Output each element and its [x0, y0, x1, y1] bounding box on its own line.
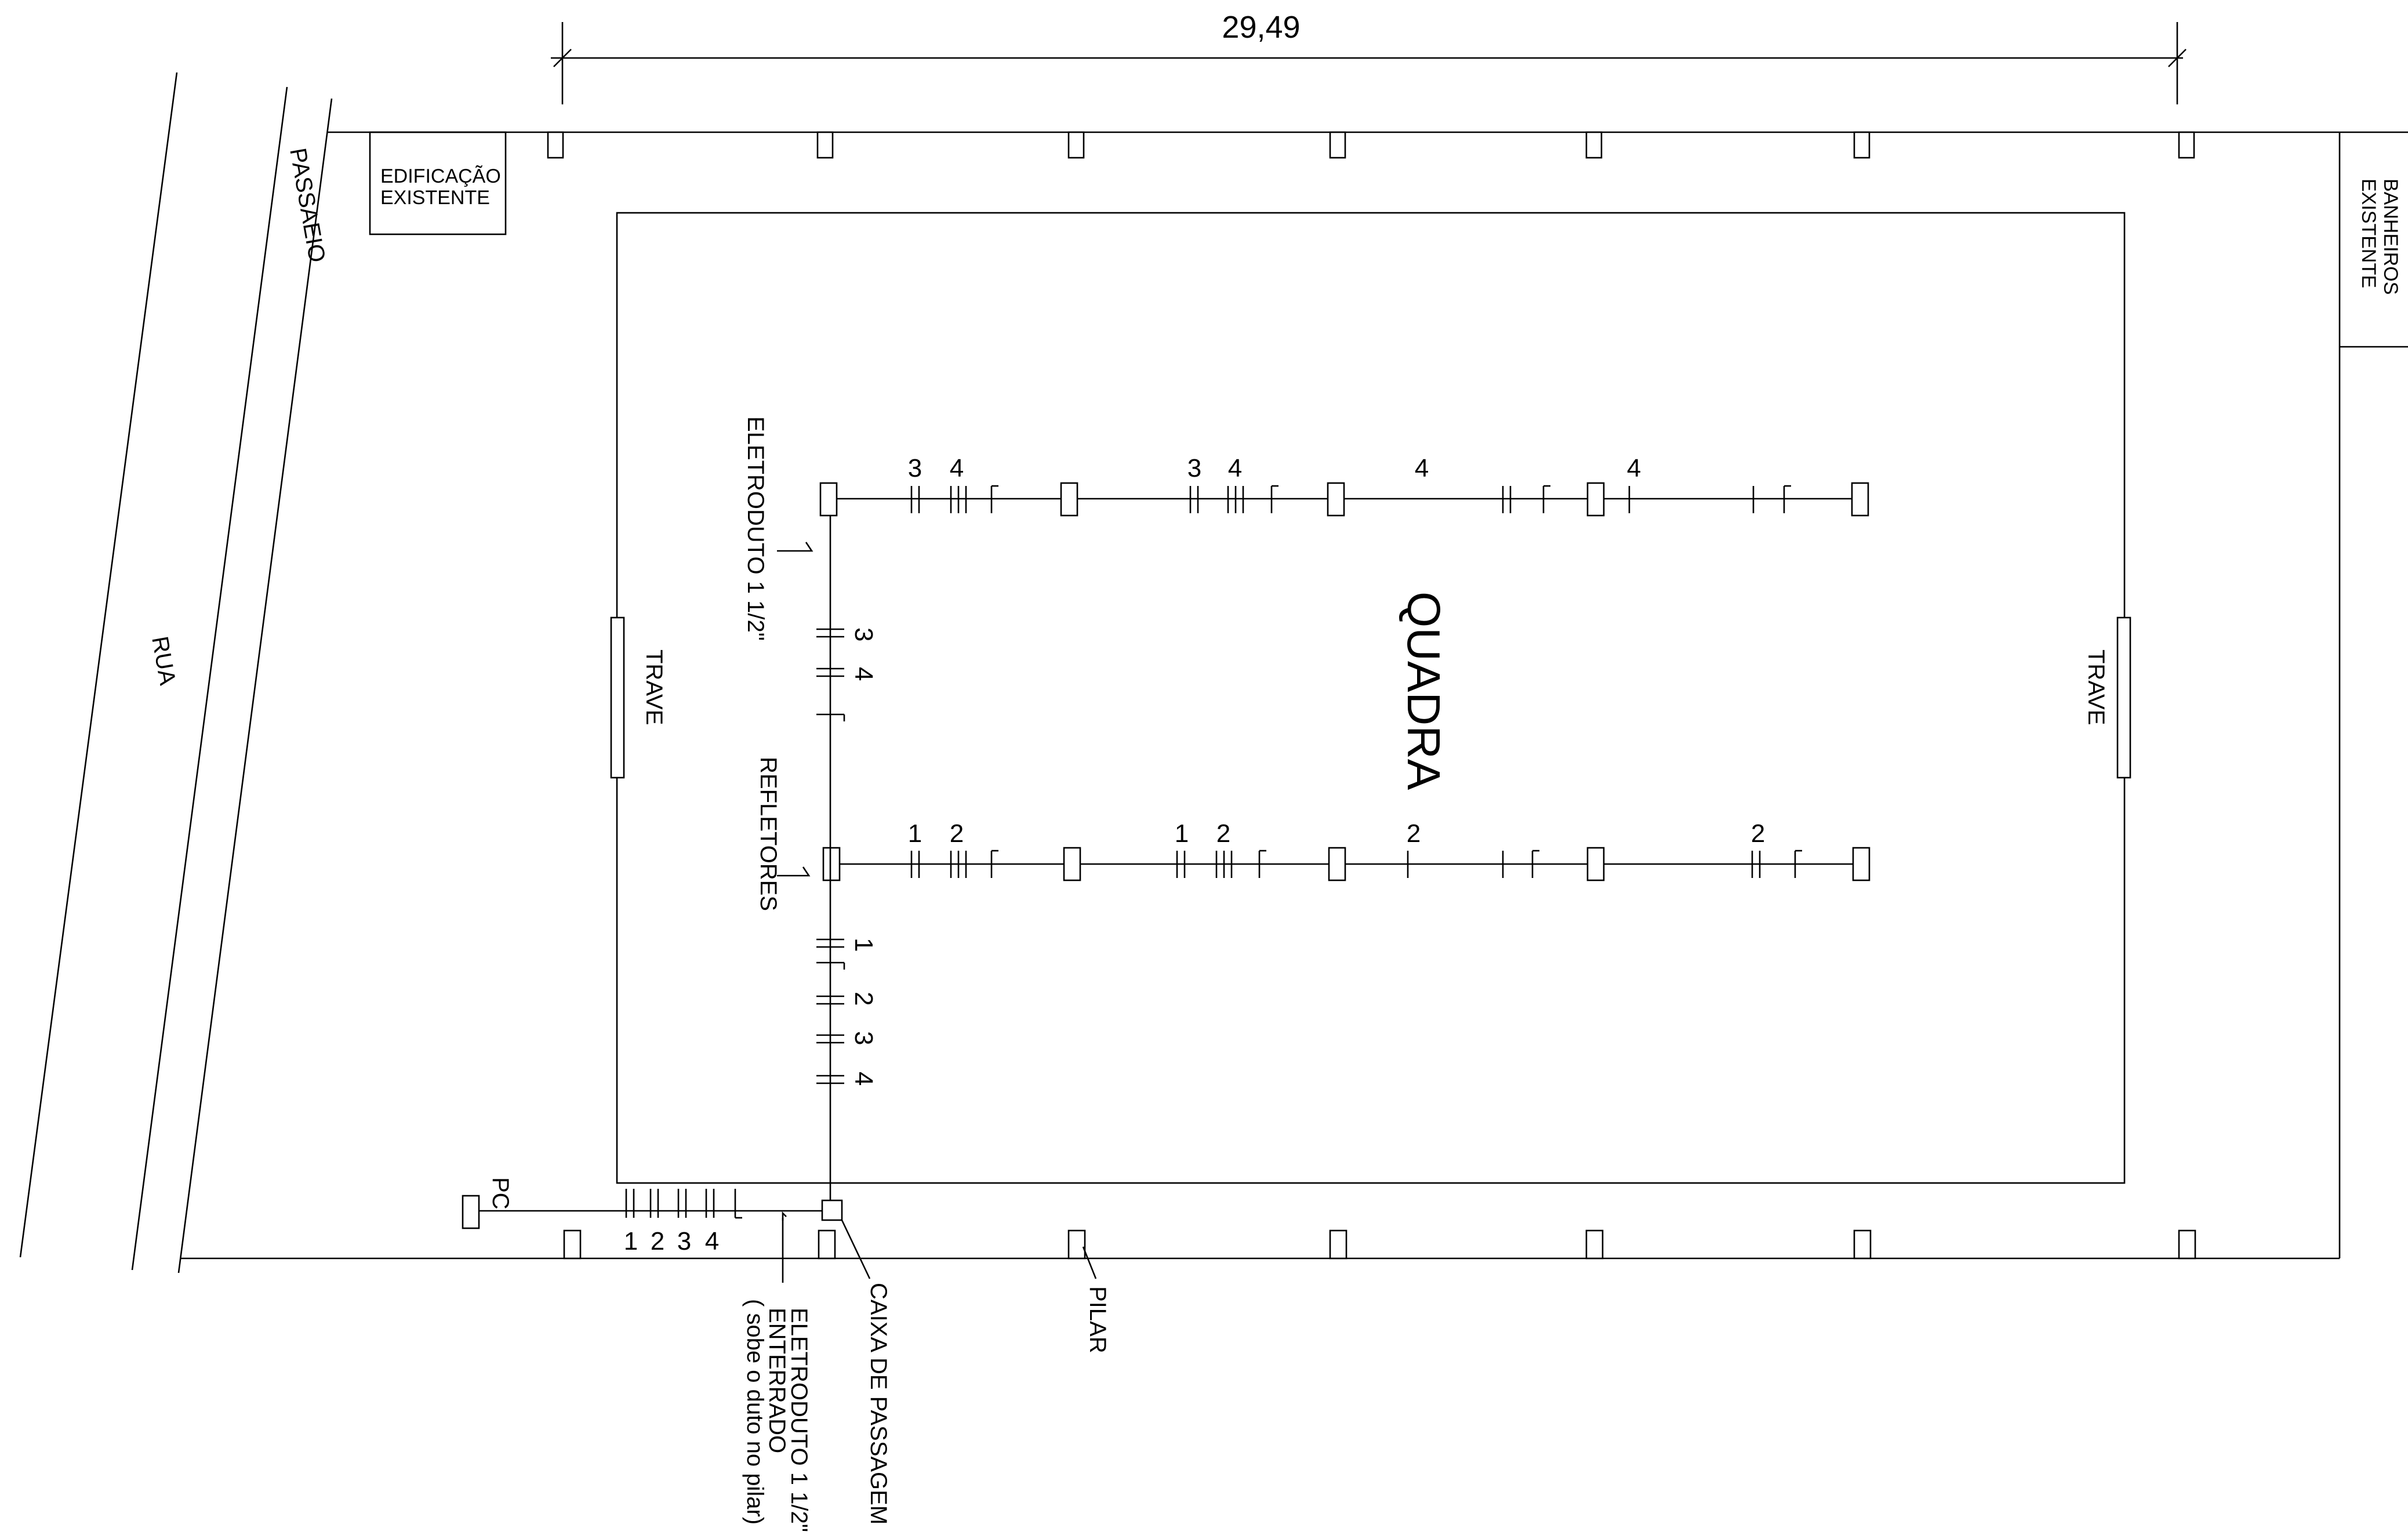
circuit-label: 2: [1216, 819, 1230, 848]
circuit-label: 2: [1751, 819, 1765, 848]
lighting-line-bottom: [822, 847, 1871, 881]
trave-left-label: TRAVE: [641, 649, 667, 725]
feed-line: [462, 1189, 843, 1229]
circuit-label: 1: [624, 1227, 638, 1255]
banheiros-label-1: BANHEIROS: [2380, 179, 2402, 295]
eletroduto-lower-label-2: ENTERRADO: [764, 1308, 790, 1453]
circuit-labels-bottom: 1 2 1 2 2 2: [908, 819, 1765, 848]
vertical-conduit: [777, 516, 845, 1207]
refletores-label: REFLETORES: [756, 757, 781, 911]
circuit-label: 2: [651, 1227, 664, 1255]
circuit-label: 3: [677, 1227, 691, 1255]
circuit-label: 3: [908, 454, 922, 482]
circuit-labels-vertical: 3 4 1 2 3 4: [849, 627, 878, 1086]
circuit-labels-top: 3 4 3 4 4 4: [908, 454, 1641, 482]
circuit-label: 3: [849, 1031, 878, 1045]
circuit-label: 4: [1627, 454, 1641, 482]
circuit-label: 3: [1187, 454, 1201, 482]
pillars-top: [547, 131, 2195, 159]
edificacao-label-2: EXISTENTE: [380, 187, 490, 209]
quadra-label: QUADRA: [1398, 591, 1450, 790]
pc-panel: [462, 1195, 480, 1229]
banheiros-existente: BANHEIROS EXISTENTE: [2340, 179, 2408, 348]
circuit-labels-feed: 1 2 3 4: [624, 1227, 719, 1255]
circuit-label: 4: [705, 1227, 719, 1255]
dimension-text: 29,49: [1222, 10, 1300, 45]
circuit-label: 4: [849, 667, 878, 681]
court-outline: [616, 212, 2126, 1184]
circuit-label: 2: [950, 819, 964, 848]
pilar-label: PILAR: [1085, 1286, 1110, 1353]
circuit-label: 1: [908, 819, 922, 848]
lighting-line-top: [819, 482, 1869, 517]
pillars-bottom: [563, 1229, 2196, 1260]
trave-right-label: TRAVE: [2083, 649, 2109, 725]
circuit-label: 2: [1407, 819, 1421, 848]
eletroduto-lower-label-1: ELETRODUTO 1 1/2": [786, 1308, 812, 1532]
circuit-label: 1: [849, 938, 878, 952]
circuit-label: 1: [1175, 819, 1189, 848]
pc-label: PC: [488, 1177, 513, 1210]
lower-annotations: [782, 1218, 1097, 1283]
caixa-passagem-label: CAIXA DE PASSAGEM: [866, 1283, 891, 1525]
street-lines: [19, 72, 333, 1273]
circuit-label: 4: [950, 454, 964, 482]
circuit-label: 4: [1415, 454, 1429, 482]
dimension-line: 29,49: [551, 10, 2187, 104]
goal-left: [610, 616, 625, 779]
circuit-label: 2: [849, 992, 878, 1006]
banheiros-label-2: EXISTENTE: [2358, 179, 2380, 288]
eletroduto-upper-label: ELETRODUTO 1 1/2": [743, 416, 768, 641]
goal-right: [2116, 616, 2131, 779]
edificacao-label-1: EDIFICAÇÃO: [380, 165, 501, 187]
rua-label: RUA: [147, 634, 180, 687]
circuit-label: 3: [849, 627, 878, 641]
property-boundary: [180, 131, 2408, 1260]
circuit-label: 4: [849, 1072, 878, 1086]
circuit-label: 4: [1228, 454, 1242, 482]
caixa-de-passagem: [821, 1199, 843, 1221]
eletroduto-lower-label-3: ( sobe o duto no pilar): [742, 1299, 768, 1525]
edificacao-existente: EDIFICAÇÃO EXISTENTE: [369, 131, 507, 235]
